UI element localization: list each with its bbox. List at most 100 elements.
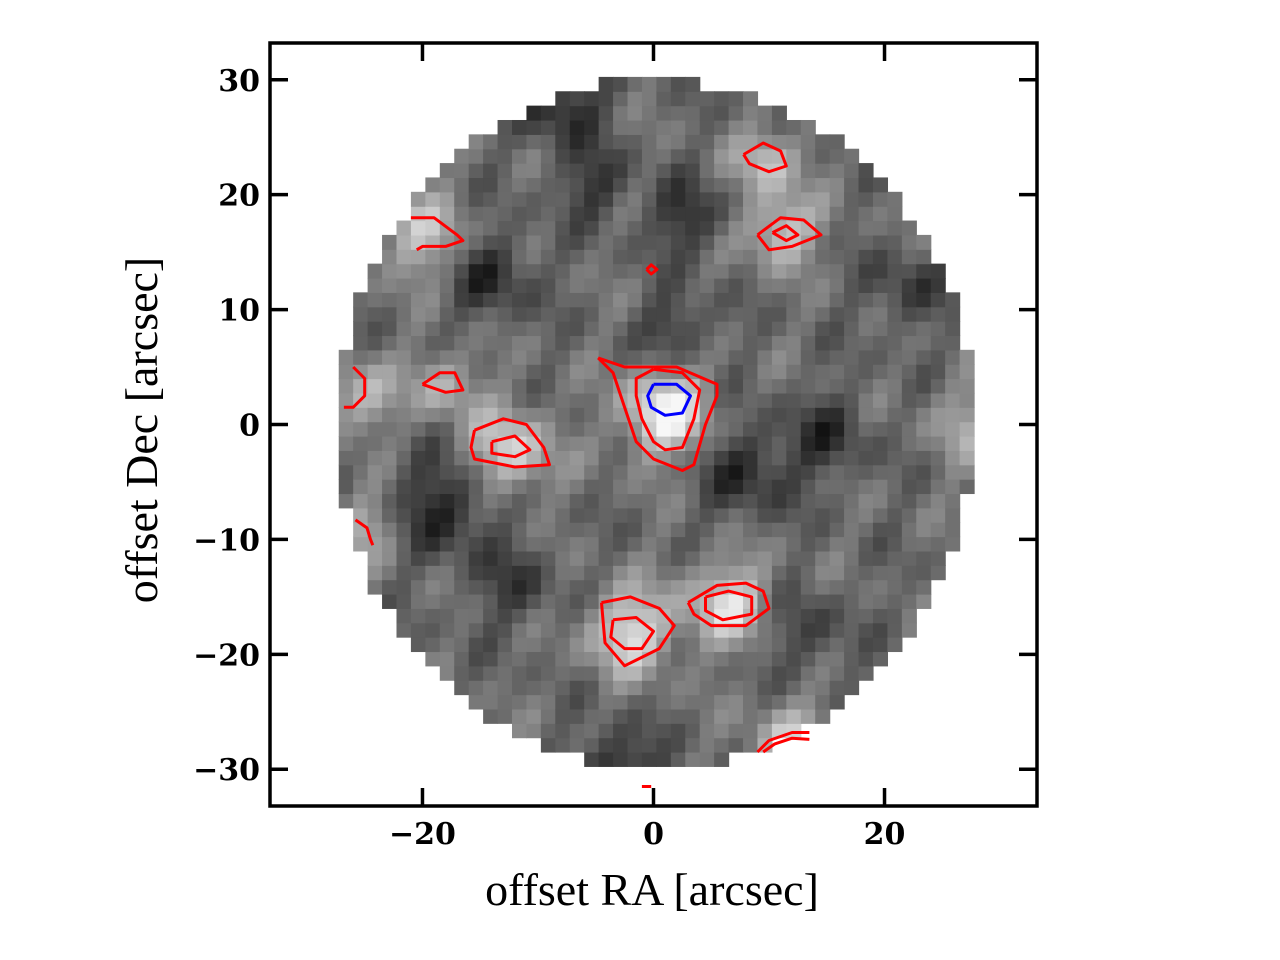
heatmap-pixel bbox=[555, 407, 571, 423]
heatmap-pixel bbox=[670, 134, 686, 150]
heatmap-pixel bbox=[815, 479, 831, 495]
heatmap-pixel bbox=[396, 550, 412, 566]
heatmap-pixel bbox=[743, 177, 759, 193]
heatmap-pixel bbox=[425, 421, 441, 437]
heatmap-pixel bbox=[454, 507, 470, 523]
heatmap-pixel bbox=[670, 249, 686, 265]
heatmap-pixel bbox=[540, 263, 556, 279]
heatmap-pixel bbox=[627, 522, 643, 538]
heatmap-pixel bbox=[569, 435, 585, 451]
heatmap-pixel bbox=[555, 392, 571, 408]
heatmap-pixel bbox=[829, 148, 845, 164]
y-tick-label: 20 bbox=[218, 179, 260, 214]
heatmap-pixel bbox=[901, 234, 917, 250]
heatmap-pixel bbox=[771, 435, 787, 451]
heatmap-pixel bbox=[757, 177, 773, 193]
heatmap-pixel bbox=[540, 737, 556, 753]
heatmap-pixel bbox=[829, 335, 845, 351]
heatmap-pixel bbox=[714, 493, 730, 509]
heatmap-pixel bbox=[916, 435, 932, 451]
heatmap-pixel bbox=[728, 177, 744, 193]
heatmap-pixel bbox=[829, 292, 845, 308]
heatmap-pixel bbox=[800, 593, 816, 609]
heatmap-pixel bbox=[483, 637, 499, 653]
heatmap-pixel bbox=[512, 579, 528, 595]
heatmap-pixel bbox=[439, 306, 455, 322]
heatmap-pixel bbox=[959, 378, 975, 394]
heatmap-pixel bbox=[382, 550, 398, 566]
heatmap-pixel bbox=[497, 565, 513, 581]
heatmap-pixel bbox=[887, 622, 903, 638]
heatmap-pixel bbox=[670, 292, 686, 308]
heatmap-pixel bbox=[540, 550, 556, 566]
heatmap-pixel bbox=[584, 134, 600, 150]
heatmap-pixel bbox=[613, 292, 629, 308]
heatmap-pixel bbox=[656, 378, 672, 394]
heatmap-pixel bbox=[714, 708, 730, 724]
heatmap-pixel bbox=[483, 335, 499, 351]
heatmap-pixel bbox=[728, 637, 744, 653]
heatmap-pixel bbox=[728, 493, 744, 509]
heatmap-pixel bbox=[916, 306, 932, 322]
heatmap-pixel bbox=[483, 220, 499, 236]
heatmap-pixel bbox=[555, 579, 571, 595]
heatmap-pixel bbox=[829, 665, 845, 681]
heatmap-pixel bbox=[771, 522, 787, 538]
heatmap-pixel bbox=[743, 450, 759, 466]
heatmap-pixel bbox=[439, 277, 455, 293]
heatmap-pixel bbox=[641, 277, 657, 293]
heatmap-pixel bbox=[569, 550, 585, 566]
heatmap-pixel bbox=[512, 364, 528, 380]
heatmap-pixel bbox=[829, 622, 845, 638]
heatmap-pixel bbox=[901, 349, 917, 365]
heatmap-pixel bbox=[483, 364, 499, 380]
heatmap-pixel bbox=[916, 464, 932, 480]
heatmap-pixel bbox=[800, 421, 816, 437]
heatmap-pixel bbox=[786, 364, 802, 380]
heatmap-pixel bbox=[699, 277, 715, 293]
heatmap-pixel bbox=[670, 593, 686, 609]
heatmap-pixel bbox=[338, 421, 354, 437]
heatmap-pixel bbox=[353, 507, 369, 523]
heatmap-pixel bbox=[584, 234, 600, 250]
heatmap-pixel bbox=[425, 493, 441, 509]
heatmap-pixel bbox=[483, 206, 499, 222]
heatmap-pixel bbox=[771, 364, 787, 380]
heatmap-pixel bbox=[483, 593, 499, 609]
heatmap-pixel bbox=[468, 163, 484, 179]
heatmap-pixel bbox=[757, 378, 773, 394]
heatmap-pixel bbox=[540, 292, 556, 308]
heatmap-pixel bbox=[916, 263, 932, 279]
contour-red bbox=[343, 365, 367, 409]
heatmap-pixel bbox=[728, 364, 744, 380]
heatmap-pixel bbox=[685, 91, 701, 107]
heatmap-pixel bbox=[454, 335, 470, 351]
heatmap-pixel bbox=[714, 321, 730, 337]
heatmap-pixel bbox=[714, 522, 730, 538]
heatmap-pixel bbox=[714, 593, 730, 609]
heatmap-pixel bbox=[526, 206, 542, 222]
heatmap-pixel bbox=[468, 407, 484, 423]
heatmap-pixel bbox=[670, 91, 686, 107]
heatmap-pixel bbox=[743, 263, 759, 279]
heatmap-pixel bbox=[613, 148, 629, 164]
heatmap-pixel bbox=[555, 522, 571, 538]
contour-red bbox=[645, 263, 659, 276]
heatmap-pixel bbox=[815, 507, 831, 523]
heatmap-pixel bbox=[858, 392, 874, 408]
heatmap-pixel bbox=[771, 349, 787, 365]
heatmap-pixel bbox=[685, 522, 701, 538]
heatmap-pixel bbox=[743, 694, 759, 710]
heatmap-pixel bbox=[641, 220, 657, 236]
heatmap-pixel bbox=[800, 292, 816, 308]
heatmap-pixel bbox=[367, 507, 383, 523]
heatmap-pixel bbox=[512, 680, 528, 696]
heatmap-pixel bbox=[728, 119, 744, 135]
heatmap-pixel bbox=[656, 507, 672, 523]
heatmap-pixel bbox=[497, 321, 513, 337]
heatmap-pixel bbox=[656, 148, 672, 164]
heatmap-pixel bbox=[598, 76, 614, 92]
heatmap-pixel bbox=[410, 622, 426, 638]
heatmap-pixel bbox=[844, 550, 860, 566]
heatmap-pixel bbox=[439, 565, 455, 581]
